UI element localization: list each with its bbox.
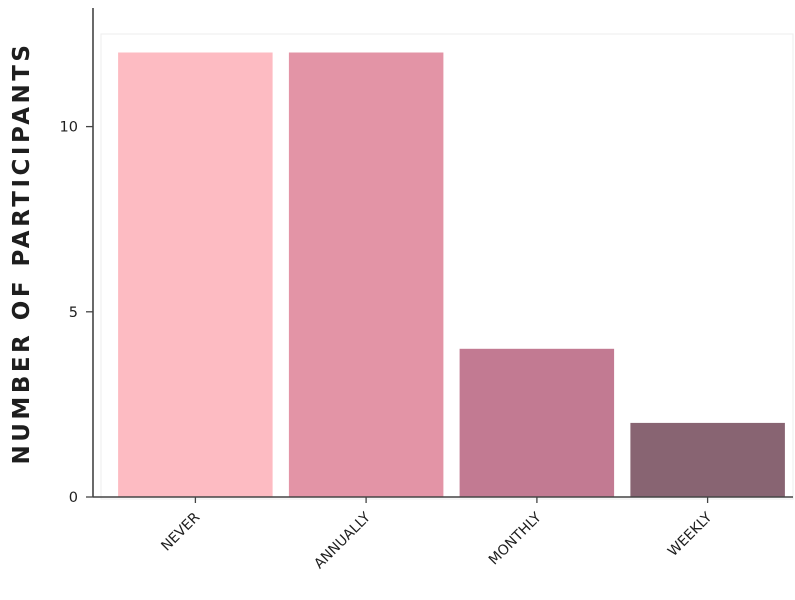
bar-monthly — [459, 348, 615, 497]
y-tick-label: 10 — [60, 120, 78, 136]
y-tick-label: 5 — [69, 305, 78, 321]
bar-weekly — [630, 422, 785, 497]
y-axis-label: NUMBER OF PARTICIPANTS — [9, 42, 35, 465]
y-ticks-group: 0 5 10 — [60, 120, 93, 506]
x-tick-label: NEVER — [158, 509, 203, 554]
bars-group — [118, 52, 785, 497]
x-tick-label: WEEKLY — [665, 509, 716, 560]
y-tick-label: 0 — [69, 490, 78, 506]
x-tick-label: MONTHLY — [486, 509, 545, 568]
x-ticks-group: NEVER ANNUALLY MONTHLY WEEKLY — [158, 497, 716, 572]
x-tick-label: ANNUALLY — [311, 509, 374, 572]
bar-annually — [288, 52, 444, 497]
bar-never — [118, 52, 273, 497]
